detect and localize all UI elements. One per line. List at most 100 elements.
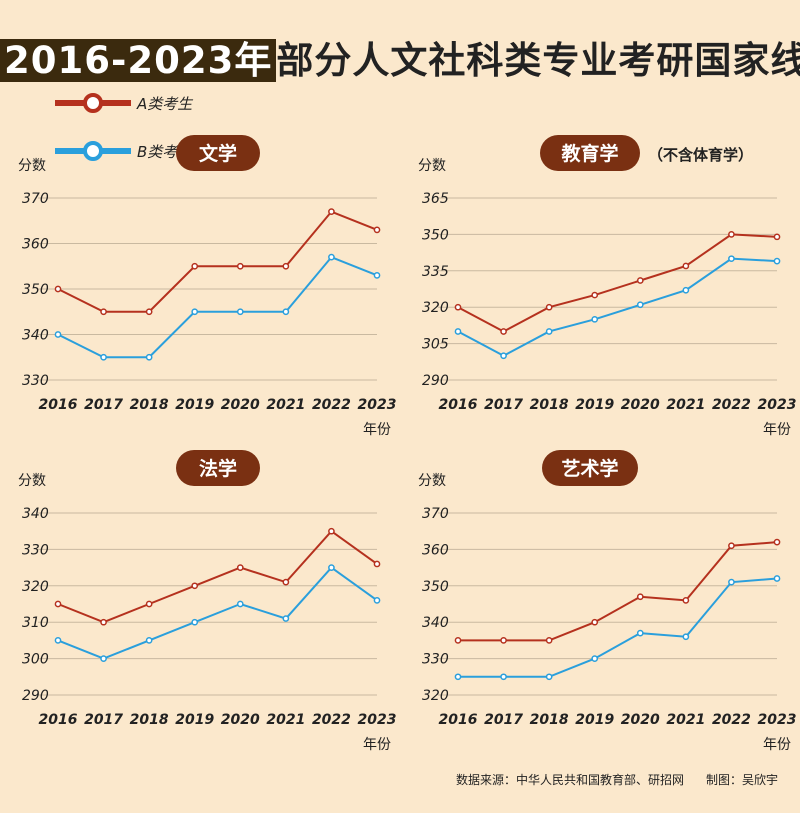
y-axis-label: 分数	[18, 473, 46, 489]
x-tick-label: 2022	[712, 712, 751, 728]
x-tick-label: 2020	[221, 712, 260, 728]
y-tick-label: 320	[22, 579, 49, 595]
data-point-a	[328, 527, 335, 535]
chart-title: 教育学	[561, 142, 618, 165]
x-tick-label: 2020	[221, 397, 260, 413]
x-tick-label: 2022	[312, 712, 351, 728]
data-point-b	[236, 600, 244, 608]
y-tick-label: 365	[422, 191, 449, 207]
data-point-a	[636, 593, 644, 601]
chart-education: 教育学 （不含体育学） 分数 290 305 320 335 350 365 2016 2017 20…	[418, 135, 796, 438]
x-tick-label: 2017	[484, 397, 523, 413]
y-axis-label: 分数	[418, 158, 446, 174]
x-tick-label: 2018	[530, 712, 569, 728]
x-tick-label: 2019	[175, 397, 214, 413]
x-tick-label: 2018	[530, 397, 569, 413]
y-axis-label: 分数	[18, 158, 46, 174]
legend-marker-b-icon	[55, 141, 131, 161]
y-tick-label: 340	[422, 615, 449, 631]
y-tick-label: 350	[422, 579, 449, 595]
data-point-a	[54, 285, 62, 293]
y-tick-label: 290	[22, 688, 49, 704]
data-point-b	[282, 308, 290, 316]
series-line-b	[57, 255, 378, 359]
data-point-b	[500, 352, 507, 360]
series-line-b	[458, 577, 778, 678]
y-tick-label: 370	[22, 191, 49, 207]
series-line-b	[57, 566, 378, 660]
x-tick-label: 2017	[84, 712, 123, 728]
data-point-b	[636, 301, 644, 309]
chart-title-badge	[540, 135, 640, 171]
data-point-b	[145, 353, 153, 361]
series-line-a	[57, 210, 378, 313]
data-point-b	[591, 315, 599, 323]
data-point-a	[545, 637, 553, 644]
legend-marker-a-icon	[55, 93, 131, 113]
chart-title-badge	[176, 135, 260, 171]
legend-item-a: A类考生	[55, 92, 192, 114]
data-point-a	[773, 538, 781, 546]
y-tick-label: 360	[22, 237, 49, 253]
y-tick-label: 350	[22, 282, 49, 298]
y-tick-label: 335	[422, 264, 449, 280]
data-point-b	[682, 633, 690, 641]
y-tick-label: 330	[422, 652, 449, 668]
y-tick-label: 320	[422, 300, 449, 316]
x-tick-label: 2016	[39, 397, 78, 413]
data-point-b	[545, 328, 553, 335]
chart-note: （不含体育学）	[648, 146, 753, 164]
data-point-a	[191, 262, 199, 270]
data-point-b	[54, 637, 62, 644]
x-tick-label: 2019	[575, 712, 614, 728]
y-tick-label: 320	[422, 688, 449, 704]
data-point-b	[54, 331, 62, 338]
data-point-b	[373, 272, 381, 279]
data-point-a	[373, 226, 381, 234]
x-axis-label: 年份	[363, 737, 391, 753]
x-tick-label: 2022	[312, 397, 351, 413]
data-point-a	[728, 231, 735, 238]
data-point-b	[328, 253, 335, 261]
data-point-a	[545, 303, 553, 311]
x-tick-label: 2022	[712, 397, 751, 413]
data-point-a	[236, 262, 244, 270]
x-tick-label: 2016	[439, 712, 478, 728]
title-rest: 部分人文社科类专业考研国家线	[276, 39, 800, 82]
chart-author: 制图：吴欣宇	[705, 773, 778, 787]
data-point-a	[454, 303, 462, 311]
data-point-a	[282, 578, 290, 586]
data-point-b	[728, 578, 735, 586]
chart-title: 艺术学	[561, 457, 618, 480]
data-point-a	[773, 233, 781, 241]
series-line-b	[457, 257, 778, 357]
x-axis-label: 年份	[363, 422, 391, 438]
data-point-b	[145, 637, 153, 644]
data-point-a	[373, 560, 381, 568]
data-point-b	[773, 257, 781, 265]
data-point-b	[373, 597, 381, 604]
data-point-b	[100, 353, 107, 361]
data-point-a	[591, 618, 599, 626]
x-tick-label: 2021	[266, 397, 305, 413]
y-tick-label: 290	[422, 373, 449, 389]
data-point-b	[728, 255, 735, 263]
x-axis-label: 年份	[763, 422, 791, 438]
y-tick-label: 300	[22, 652, 49, 668]
data-point-a	[191, 582, 199, 590]
x-tick-label: 2023	[758, 712, 797, 728]
x-tick-label: 2016	[39, 712, 78, 728]
x-tick-label: 2020	[621, 712, 660, 728]
series-line-a	[457, 233, 778, 333]
data-point-a	[100, 618, 107, 626]
x-tick-label: 2017	[84, 397, 123, 413]
y-tick-label: 340	[22, 506, 49, 522]
data-point-b	[636, 629, 644, 637]
x-axis-label: 年份	[763, 737, 791, 753]
y-axis-label: 分数	[418, 473, 446, 489]
y-tick-label: 310	[22, 615, 49, 631]
data-point-a	[682, 597, 690, 604]
data-point-b	[191, 618, 199, 626]
y-tick-label: 305	[422, 337, 449, 353]
